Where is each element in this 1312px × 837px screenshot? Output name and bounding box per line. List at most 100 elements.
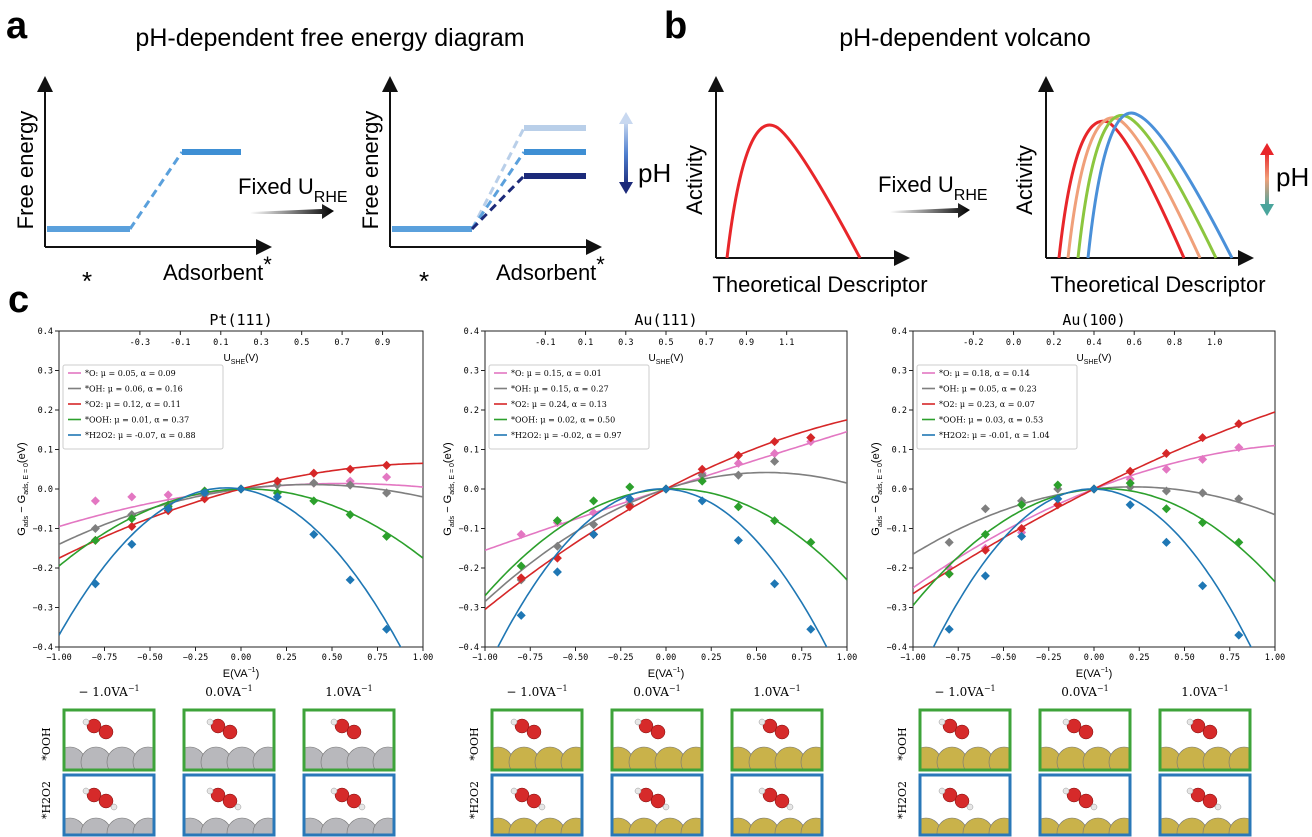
metal-atom bbox=[1176, 746, 1208, 770]
metal-atom bbox=[534, 746, 566, 770]
x-axis-label-sup: −1 bbox=[1101, 667, 1109, 674]
data-point bbox=[236, 484, 246, 494]
structure-frame bbox=[730, 708, 824, 772]
y-tick-label: −0.3 bbox=[887, 604, 907, 614]
chart-2: Au(100) −1.00 −0.75 −0.50 −0.25 0.00 0.25 0.50 0… bbox=[870, 311, 1285, 680]
oxygen-atom bbox=[210, 718, 226, 734]
x-tick-label: 0.00 bbox=[656, 653, 676, 663]
hydrogen-atom bbox=[1062, 718, 1070, 726]
field-label: 1.0VA−1 bbox=[1181, 684, 1228, 699]
data-point bbox=[200, 494, 210, 504]
field-label-main: − 1.0VA bbox=[934, 685, 984, 699]
oxygen-atom bbox=[954, 724, 970, 740]
x-axis-label-sup: −1 bbox=[248, 667, 256, 674]
x-tick-label: 0.25 bbox=[1129, 653, 1149, 663]
x-tick-label: 0.75 bbox=[792, 653, 812, 663]
structure-frame bbox=[1038, 708, 1132, 772]
metal-atom bbox=[184, 746, 206, 770]
oxygen-atom bbox=[514, 718, 530, 734]
metal-atom bbox=[252, 746, 274, 770]
top-axis-label-unit: (V) bbox=[670, 353, 683, 364]
data-point bbox=[1017, 500, 1027, 510]
metal-atom bbox=[132, 817, 154, 835]
frame-border bbox=[62, 773, 156, 837]
x-tick-label: 1.00 bbox=[1265, 653, 1285, 663]
x-tick-label: −0.50 bbox=[137, 653, 163, 663]
data-point bbox=[1017, 531, 1027, 541]
metal-atom bbox=[680, 746, 702, 770]
panel-a: a pH-dependent free energy diagram Free … bbox=[6, 5, 671, 296]
activity-axis-label-right: Activity bbox=[1012, 145, 1037, 215]
top-tick-label: 0.9 bbox=[739, 338, 754, 348]
x-tick-label: 0.50 bbox=[322, 653, 342, 663]
field-label-sup: −1 bbox=[361, 684, 373, 693]
x-tick-label: −0.75 bbox=[945, 653, 971, 663]
top-tick-label: 0.3 bbox=[618, 338, 633, 348]
hydrogen-atom bbox=[786, 803, 794, 811]
frame-border bbox=[182, 773, 276, 837]
hydrogen-atom bbox=[110, 803, 118, 811]
x-tick-label: 0.25 bbox=[701, 653, 721, 663]
x-tick-label: −0.25 bbox=[183, 653, 209, 663]
metal-atom bbox=[988, 746, 1010, 770]
field-label-main: 1.0VA bbox=[1181, 685, 1217, 699]
y-tick-label: 0.2 bbox=[464, 406, 479, 416]
panel-c-structures: − 1.0VA−1 0.0VA−1 1.0VA−1*OOH*H2O2− 1.0VA−… bbox=[40, 684, 1252, 837]
metal-atom bbox=[1202, 746, 1234, 770]
legend-entry: *OOH: μ = 0.01, α = 0.37 bbox=[85, 416, 189, 425]
field-label-sup: −1 bbox=[669, 684, 681, 693]
top-tick-label: 0.9 bbox=[375, 338, 390, 348]
x-axis-label-main: E(VA bbox=[223, 668, 249, 680]
field-label-sup: −1 bbox=[556, 684, 568, 693]
frame-border bbox=[490, 773, 584, 837]
y-tick-label: 0.0 bbox=[38, 485, 53, 495]
panel-c-charts: Pt(111) −1.00 −0.75 −0.50 −0.25 0.00 0.25 0.50 0… bbox=[16, 311, 1285, 680]
structure-frame bbox=[918, 773, 1012, 837]
hydrogen-atom bbox=[82, 718, 90, 726]
data-point bbox=[944, 537, 954, 547]
frame-border bbox=[610, 773, 704, 837]
top-tick-label: -0.1 bbox=[170, 338, 190, 348]
x-tick-label: 0.50 bbox=[1174, 653, 1194, 663]
y-tick-label: −0.3 bbox=[33, 604, 53, 614]
frame-atoms bbox=[732, 787, 822, 835]
volcano-curve-ph4 bbox=[1086, 111, 1234, 259]
x-tick-label: −0.25 bbox=[608, 653, 634, 663]
data-point bbox=[980, 545, 990, 555]
data-point bbox=[806, 537, 816, 547]
frame-atoms bbox=[184, 718, 274, 770]
volcano-curve-ph3 bbox=[1076, 113, 1218, 259]
y-axis-label: Gads − Gads, E = 0(eV) bbox=[870, 442, 884, 535]
oxygen-atom bbox=[346, 793, 362, 809]
legend-entry: *O: μ = 0.05, α = 0.09 bbox=[85, 369, 176, 378]
data-point bbox=[516, 561, 526, 571]
x-axis-label-main: E(VA bbox=[648, 668, 674, 680]
hydrogen-atom bbox=[938, 787, 946, 795]
metal-atom bbox=[1228, 746, 1250, 770]
x-tick-label: −0.50 bbox=[563, 653, 589, 663]
metal-atom bbox=[226, 746, 258, 770]
frame-border bbox=[62, 708, 156, 772]
frame-atoms bbox=[1040, 787, 1130, 835]
structure-frame bbox=[302, 708, 396, 772]
oxygen-atom bbox=[210, 787, 226, 803]
data-point bbox=[770, 579, 780, 589]
data-point bbox=[589, 529, 599, 539]
frame-border bbox=[1158, 773, 1252, 837]
data-point bbox=[1234, 630, 1244, 640]
top-axis-label-main: U bbox=[1077, 353, 1084, 364]
oxygen-atom bbox=[1066, 718, 1082, 734]
metal-atom bbox=[936, 746, 968, 770]
data-point bbox=[90, 535, 100, 545]
oxygen-atom bbox=[222, 724, 238, 740]
top-tick-label: 0.5 bbox=[294, 338, 309, 348]
y-tick-label: −0.2 bbox=[33, 564, 53, 574]
hydrogen-atom bbox=[358, 803, 366, 811]
row-label: *H2O2 bbox=[896, 781, 909, 819]
row-label: *OOH bbox=[896, 727, 909, 760]
data-point bbox=[733, 535, 743, 545]
field-label-main: 0.0VA bbox=[205, 685, 241, 699]
y-tick-label: 0.0 bbox=[892, 485, 907, 495]
volcano-curve bbox=[725, 123, 862, 259]
y-tick-label: 0.4 bbox=[892, 327, 907, 337]
